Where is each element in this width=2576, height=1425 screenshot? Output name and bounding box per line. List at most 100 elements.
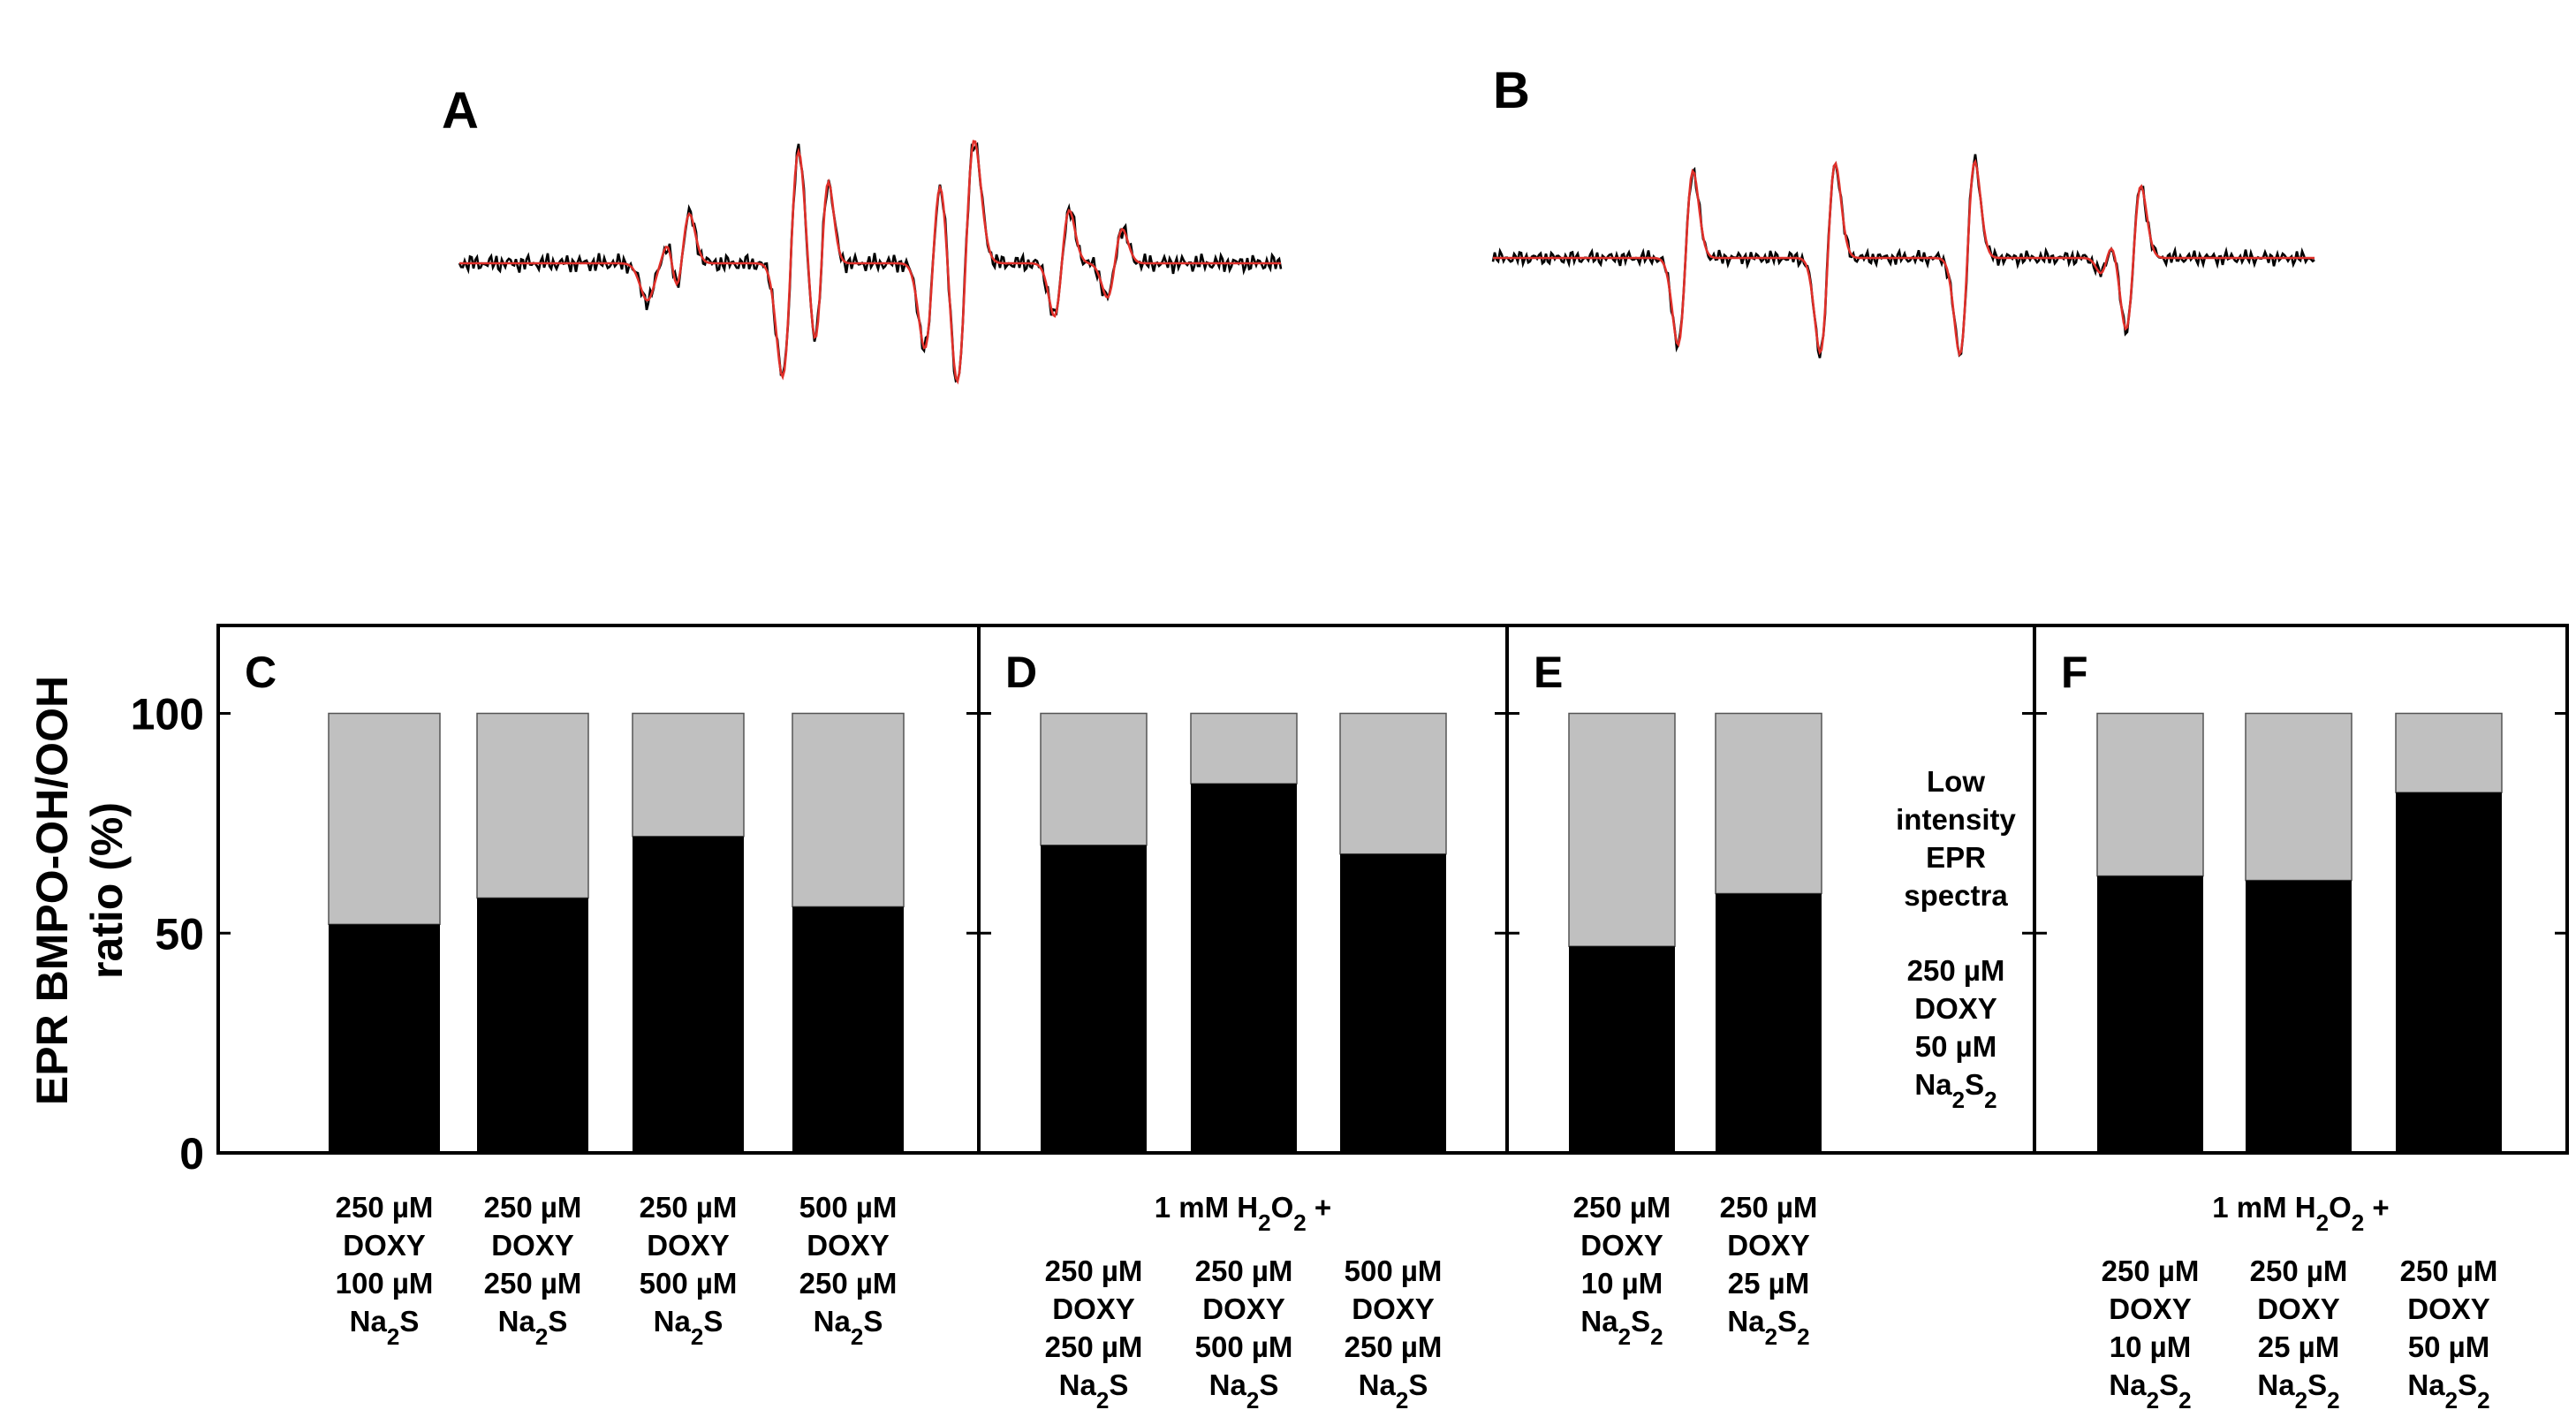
y-axis-title: EPR BMPO-OH/OOH ratio (%) (27, 676, 132, 1105)
bar-ooh-c-1 (476, 712, 589, 899)
category-label: 500 µM (640, 1267, 738, 1300)
category-label: DOXY (807, 1229, 890, 1262)
category-label: 250 µM (484, 1191, 582, 1224)
category-label: Na2S2 (1727, 1305, 1809, 1350)
bar-oh-d-2 (1340, 853, 1446, 1153)
category-label: 10 µM (2110, 1330, 2191, 1363)
bar-oh-c-2 (633, 836, 744, 1153)
spectrum-panel-b: B (1491, 62, 2315, 359)
category-label: Na2S2 (2407, 1368, 2489, 1414)
bar-panel-e: E 250 µM DOXY 10 µM Na2S2 250 µM DOXY 25 µM Na2S… (1534, 648, 2016, 1350)
category-label: Na2S2 (1580, 1305, 1663, 1350)
category-label: 250 µM (1573, 1191, 1671, 1224)
panel-label-c: C (245, 648, 277, 697)
category-label: 10 µM (1581, 1267, 1663, 1300)
category-label: 250 µM (484, 1267, 582, 1300)
spectrum-b-simulated (1493, 158, 2315, 358)
annotation-text: spectra (1904, 879, 2008, 912)
bar-oh-c-3 (792, 906, 904, 1153)
category-label: DOXY (2109, 1292, 2192, 1325)
panel-label-e: E (1534, 648, 1563, 697)
category-label: Na2S (350, 1305, 420, 1350)
category-label: 250 µM (1045, 1330, 1143, 1363)
category-label: Na2S2 (2257, 1368, 2339, 1414)
panel-label-b: B (1493, 62, 1530, 119)
bar-ooh-f-2 (2395, 712, 2503, 793)
bar-ooh-e-0 (1568, 712, 1676, 947)
category-label: 250 µM (2102, 1254, 2200, 1287)
bar-ooh-e-1 (1715, 712, 1822, 895)
bar-oh-d-1 (1191, 784, 1297, 1153)
bar-ooh-f-1 (2245, 712, 2352, 882)
category-label: Na2S (654, 1305, 724, 1350)
category-label: Na2S (1359, 1368, 1428, 1414)
category-label: 50 µM (2408, 1330, 2489, 1363)
bar-oh-f-0 (2097, 875, 2203, 1153)
annotation-text: Na2S2 (1914, 1068, 1996, 1113)
category-label: Na2S (498, 1305, 568, 1350)
category-label: 25 µM (1728, 1267, 1809, 1300)
group-label: 1 mM H2O2 + (1155, 1191, 1331, 1236)
annotation-text: EPR (1926, 841, 1986, 874)
bar-ooh-d-0 (1040, 712, 1148, 846)
annotation-text: Low (1927, 765, 1985, 798)
category-label: DOXY (1580, 1229, 1663, 1262)
bar-ooh-c-0 (328, 712, 441, 926)
category-label: Na2S (1059, 1368, 1129, 1414)
bar-oh-c-0 (329, 924, 440, 1153)
category-label: 500 µM (1195, 1330, 1293, 1363)
group-label: 1 mM H2O2 + (2212, 1191, 2389, 1236)
bar-oh-d-0 (1041, 845, 1147, 1153)
bar-ooh-f-0 (2096, 712, 2204, 877)
category-label: 250 µM (799, 1267, 898, 1300)
spectrum-a-simulated (459, 140, 1281, 385)
category-label: 500 µM (799, 1191, 898, 1224)
annotation-text: intensity (1896, 803, 2016, 836)
bar-oh-f-1 (2246, 880, 2352, 1153)
y-axis-title-text: EPR BMPO-OH/OOH ratio (%) (27, 676, 132, 1105)
category-label: 250 µM (1345, 1330, 1443, 1363)
category-label: DOXY (2257, 1292, 2340, 1325)
bar-oh-c-1 (477, 898, 588, 1153)
category-label: 100 µM (336, 1267, 434, 1300)
category-label: 250 µM (1045, 1254, 1143, 1287)
bar-ooh-c-3 (792, 712, 905, 908)
category-label: Na2S (1209, 1368, 1279, 1414)
category-label: 250 µM (2400, 1254, 2498, 1287)
category-label: DOXY (1202, 1292, 1285, 1325)
category-label: DOXY (1727, 1229, 1810, 1262)
category-label: Na2S2 (2109, 1368, 2191, 1414)
bar-ooh-d-2 (1339, 712, 1447, 855)
category-label: Na2S (814, 1305, 883, 1350)
bar-ooh-d-1 (1190, 712, 1298, 785)
category-label: 250 µM (2250, 1254, 2348, 1287)
category-label: 250 µM (1720, 1191, 1818, 1224)
category-label: DOXY (647, 1229, 730, 1262)
bar-ooh-c-2 (632, 712, 745, 838)
category-label: 500 µM (1345, 1254, 1443, 1287)
annotation-text: 250 µM (1907, 954, 2005, 987)
category-label: DOXY (491, 1229, 574, 1262)
panel-label-a: A (442, 82, 479, 140)
bar-panel-c: C 250 µM DOXY 100 µM Na2S 250 µM DOXY 250 µM Na2… (245, 648, 905, 1350)
spectrum-panel-a: A (442, 82, 1283, 385)
panel-label-f: F (2061, 648, 2088, 697)
y-tick-label: 0 (179, 1129, 204, 1179)
bar-oh-e-1 (1716, 893, 1822, 1153)
category-label: 250 µM (1195, 1254, 1293, 1287)
bar-panel-d: D 250 µM DOXY 250 µM Na2S 250 µM DOXY 500 µM Na2… (1005, 648, 1447, 1414)
annotation-text: DOXY (1914, 992, 1997, 1025)
category-label: DOXY (2407, 1292, 2490, 1325)
category-label: 250 µM (336, 1191, 434, 1224)
category-label: DOXY (343, 1229, 426, 1262)
y-tick-label: 100 (131, 690, 204, 739)
spectrum-a-experimental (458, 141, 1283, 383)
category-label: 25 µM (2258, 1330, 2339, 1363)
bar-panel-f: F 250 µM DOXY 10 µM Na2S2 250 µM DOXY 25 µM Na2S… (2061, 648, 2503, 1414)
spectrum-b-experimental (1491, 154, 2315, 359)
panel-label-d: D (1005, 648, 1037, 697)
